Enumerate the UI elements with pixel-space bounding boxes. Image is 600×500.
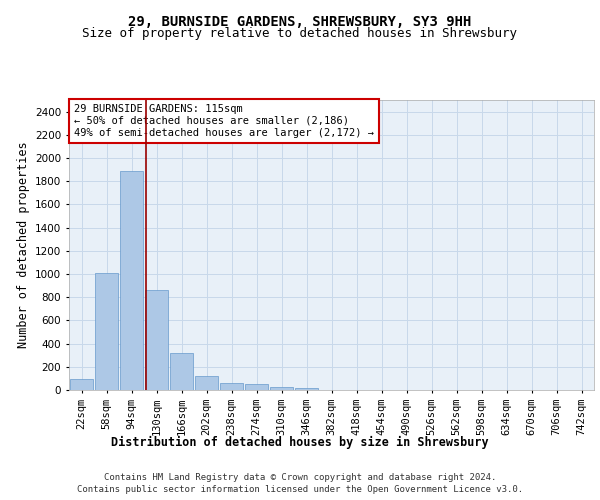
Text: 29, BURNSIDE GARDENS, SHREWSBURY, SY3 9HH: 29, BURNSIDE GARDENS, SHREWSBURY, SY3 9H… [128, 15, 472, 29]
Bar [120, 171, 143, 390]
Bar [170, 354, 193, 390]
Y-axis label: Number of detached properties: Number of detached properties [17, 142, 29, 348]
Bar [220, 383, 243, 390]
Text: Size of property relative to detached houses in Shrewsbury: Size of property relative to detached ho… [83, 28, 517, 40]
Bar [195, 376, 218, 390]
Text: Contains public sector information licensed under the Open Government Licence v3: Contains public sector information licen… [77, 484, 523, 494]
Text: Distribution of detached houses by size in Shrewsbury: Distribution of detached houses by size … [111, 436, 489, 449]
Bar [295, 388, 318, 390]
Bar [70, 379, 93, 390]
Bar [270, 386, 293, 390]
Bar [245, 384, 268, 390]
Bar [145, 290, 168, 390]
Text: 29 BURNSIDE GARDENS: 115sqm
← 50% of detached houses are smaller (2,186)
49% of : 29 BURNSIDE GARDENS: 115sqm ← 50% of det… [74, 104, 374, 138]
Bar [95, 273, 118, 390]
Text: Contains HM Land Registry data © Crown copyright and database right 2024.: Contains HM Land Registry data © Crown c… [104, 473, 496, 482]
